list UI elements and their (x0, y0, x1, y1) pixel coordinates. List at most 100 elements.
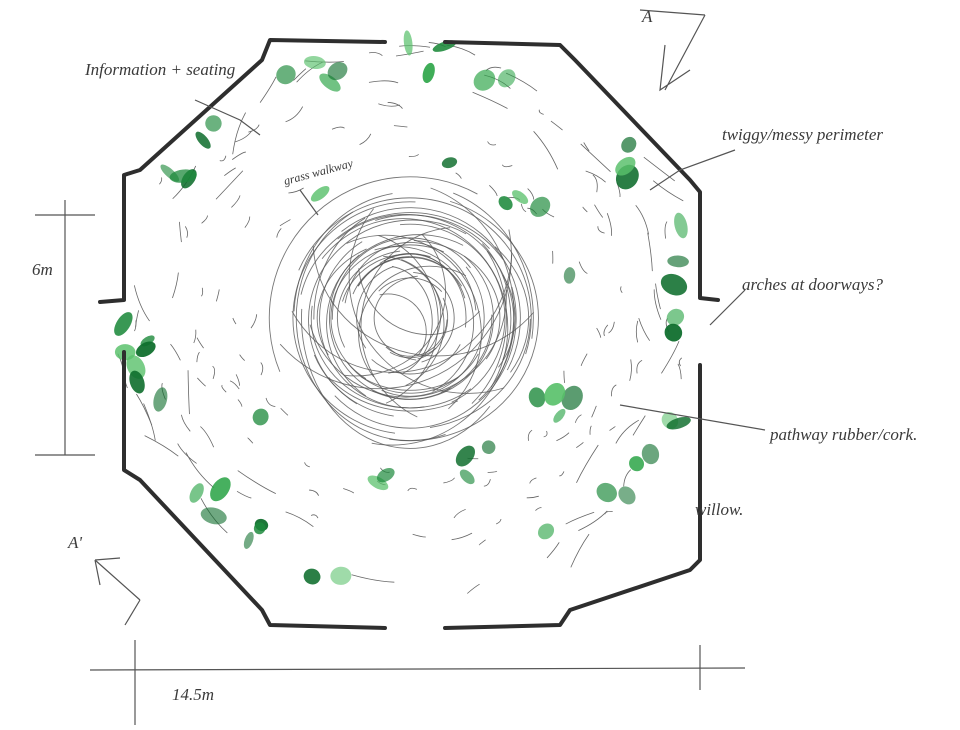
leader-line (619, 404, 766, 431)
scribble (578, 261, 588, 274)
scribble (407, 487, 418, 492)
scribble (351, 574, 395, 583)
scribble (136, 393, 153, 426)
planting-blob (530, 196, 551, 217)
scribble (170, 343, 181, 361)
scribble (440, 314, 493, 393)
scribble (224, 167, 236, 176)
scribble (265, 397, 276, 407)
scribble (221, 384, 227, 393)
scribble (379, 293, 427, 356)
planting-blob (660, 273, 688, 296)
scribble (232, 317, 237, 325)
annotation: Information + seating (84, 60, 235, 79)
scribble (378, 103, 400, 107)
annotation: pathway rubber/cork. (769, 425, 917, 444)
scribble (313, 217, 366, 320)
planting-blob (618, 486, 636, 505)
scribble (358, 265, 467, 378)
scribble (319, 241, 425, 409)
scribble (309, 289, 507, 398)
planting-blob (243, 531, 254, 549)
planting-blob (210, 477, 231, 502)
scribble (179, 221, 182, 243)
wall (122, 350, 387, 630)
scribble (159, 177, 163, 185)
scribble (187, 370, 190, 415)
planting-blob (422, 62, 435, 84)
scribble (368, 52, 383, 57)
scribble (487, 470, 498, 473)
scribble (494, 246, 530, 373)
scribble (478, 539, 486, 546)
planting-blob (252, 408, 269, 426)
planting-blob (327, 62, 348, 81)
planting-blob (481, 440, 496, 455)
scribble (378, 277, 443, 293)
leader-line (649, 149, 736, 191)
scribble (652, 180, 684, 202)
scribble (232, 112, 246, 155)
planting-blob (629, 456, 645, 472)
scribble (231, 195, 241, 208)
scribble (276, 228, 282, 238)
scribble (292, 201, 416, 434)
scribble (580, 353, 588, 366)
scribble (563, 370, 566, 384)
section-arrow (639, 9, 706, 92)
leader-line (194, 99, 261, 136)
scribble (374, 246, 475, 392)
scribble (529, 477, 537, 484)
scribble (375, 214, 490, 249)
planting-blob (666, 416, 691, 430)
scribble (582, 206, 588, 213)
planting-blob (544, 382, 566, 406)
planting-blob (367, 475, 389, 491)
scribble (177, 443, 197, 464)
planting-blob (310, 186, 330, 202)
wall (443, 363, 702, 630)
scribble (643, 156, 675, 182)
scribble (383, 255, 445, 386)
scribble (661, 340, 680, 374)
planting-blob (455, 445, 476, 467)
scribble (285, 106, 304, 123)
planting-blob (459, 469, 475, 485)
planting-blob (189, 483, 204, 503)
scribble (585, 170, 606, 183)
section-arrows (94, 9, 706, 626)
scribble (331, 126, 345, 130)
scribble (239, 354, 246, 361)
scribble (647, 232, 653, 272)
scribble (520, 203, 527, 212)
section-marker: A (641, 7, 653, 26)
scribble (611, 384, 617, 397)
scribble (451, 532, 473, 541)
scribble (291, 254, 513, 373)
leader-line (299, 189, 319, 216)
scribble (393, 125, 408, 128)
scribble (608, 321, 615, 334)
planting-blob (528, 387, 546, 408)
planting-blob (200, 507, 227, 525)
scribble (259, 76, 277, 103)
scribble (248, 124, 260, 133)
scribble (196, 337, 204, 349)
annotation: twiggy/messy perimeter (722, 125, 883, 144)
scribble (235, 130, 252, 143)
scribble (298, 197, 532, 355)
scribble (636, 359, 643, 374)
wall (443, 40, 720, 302)
scribble (589, 425, 592, 435)
scribble (196, 351, 200, 363)
planting-blob (615, 156, 636, 176)
scribble (592, 174, 598, 193)
scribble (383, 253, 466, 299)
scribble (357, 257, 449, 287)
scribble (543, 430, 548, 438)
scribble (535, 507, 542, 511)
planting-blob (376, 468, 395, 483)
planting-blob (253, 522, 266, 535)
scribble (201, 215, 208, 224)
scribble (388, 259, 442, 374)
